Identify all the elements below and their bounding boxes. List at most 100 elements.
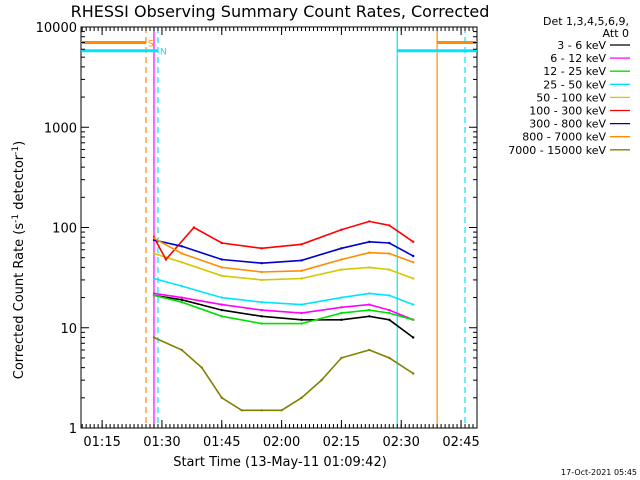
data-point — [152, 292, 156, 295]
data-point — [340, 311, 343, 315]
data-point — [368, 251, 371, 254]
data-point — [412, 318, 415, 321]
y-tick-label: 1 — [69, 422, 77, 437]
data-point — [152, 277, 156, 280]
legend-entry-label: 7000 - 15000 keV — [508, 144, 606, 157]
data-point — [300, 318, 303, 321]
data-point — [260, 247, 263, 250]
x-tick-label: 01:30 — [143, 435, 180, 450]
legend-entry-label: 300 - 800 keV — [529, 118, 606, 131]
series-layer — [152, 220, 415, 412]
y-tick-label: 10000 — [36, 21, 77, 36]
chart-title: RHESSI Observing Summary Count Rates, Co… — [71, 2, 490, 21]
data-point — [152, 237, 156, 240]
data-point — [412, 372, 415, 375]
data-point — [220, 296, 223, 299]
data-point — [368, 308, 371, 312]
x-tick-label: 02:15 — [323, 435, 360, 450]
timestamp-label: 17-Oct-2021 05:45 — [561, 468, 637, 477]
data-point — [388, 308, 391, 312]
data-point — [340, 318, 343, 321]
data-point — [260, 262, 263, 265]
data-point — [180, 348, 184, 352]
legend-entry-label: 3 - 6 keV — [557, 39, 606, 52]
data-point — [368, 220, 371, 223]
data-point — [220, 274, 223, 277]
data-point — [180, 245, 184, 248]
flag-label: S — [148, 40, 154, 50]
data-point — [412, 261, 415, 264]
data-point — [368, 348, 371, 352]
legend-entry-label: 50 - 100 keV — [536, 91, 606, 104]
data-point — [388, 294, 391, 297]
data-point — [300, 259, 303, 262]
data-point — [368, 266, 371, 269]
legend-header-line-1: Det 1,3,4,5,6,9, — [543, 15, 629, 28]
data-point — [280, 409, 283, 412]
data-point — [368, 292, 371, 295]
data-point — [200, 366, 203, 369]
plot-area-frame — [80, 26, 478, 429]
data-point — [340, 258, 343, 261]
legend-entry-label: 100 - 300 keV — [529, 105, 606, 118]
data-point — [180, 261, 184, 264]
data-point — [388, 311, 391, 315]
x-tick-label: 01:15 — [83, 435, 120, 450]
data-point — [388, 252, 391, 255]
legend-entry-label: 12 - 25 keV — [543, 65, 606, 78]
data-point — [300, 311, 303, 315]
data-point — [260, 301, 263, 304]
data-point — [320, 379, 323, 382]
data-point — [220, 303, 223, 306]
data-point — [412, 254, 415, 258]
data-point — [180, 252, 184, 255]
data-point — [368, 240, 371, 243]
data-point — [180, 301, 184, 304]
data-point — [340, 247, 343, 250]
data-point — [220, 241, 223, 245]
data-point — [388, 268, 391, 271]
data-point — [240, 409, 243, 412]
series-line — [153, 336, 414, 412]
data-point — [152, 294, 156, 297]
data-point — [340, 228, 343, 231]
data-point — [340, 268, 343, 271]
data-point — [180, 298, 184, 301]
series-line — [153, 294, 414, 339]
y-tick-label: 1000 — [44, 121, 77, 136]
x-tick-label: 02:00 — [263, 435, 300, 450]
data-point — [388, 224, 391, 227]
data-point — [220, 258, 223, 261]
data-point — [192, 226, 196, 229]
data-point — [388, 356, 391, 360]
data-point — [412, 240, 415, 243]
data-point — [340, 296, 343, 299]
series-line — [153, 239, 414, 265]
data-point — [220, 308, 223, 312]
data-point — [300, 243, 303, 246]
data-point — [388, 241, 391, 245]
data-point — [260, 270, 263, 274]
data-point — [260, 308, 263, 312]
x-tick-label: 02:45 — [442, 435, 479, 450]
data-point — [412, 277, 415, 280]
data-point — [152, 336, 156, 339]
data-point — [180, 296, 184, 299]
flag-label: N — [160, 48, 167, 58]
legend-entry-label: 25 - 50 keV — [543, 78, 606, 91]
data-point — [388, 318, 391, 321]
marker-layer: SN — [81, 27, 477, 428]
data-point — [412, 303, 415, 306]
y-tick-label: 100 — [52, 222, 77, 237]
series-line — [153, 237, 414, 273]
series-line — [153, 277, 414, 306]
data-point — [368, 315, 371, 318]
data-point — [220, 396, 223, 399]
data-point — [152, 252, 156, 255]
series-line — [153, 220, 414, 261]
x-tick-label: 02:30 — [382, 435, 419, 450]
legend-entry-label: 6 - 12 keV — [550, 52, 606, 65]
data-point — [412, 336, 415, 339]
data-point — [260, 409, 263, 412]
data-point — [340, 306, 343, 309]
